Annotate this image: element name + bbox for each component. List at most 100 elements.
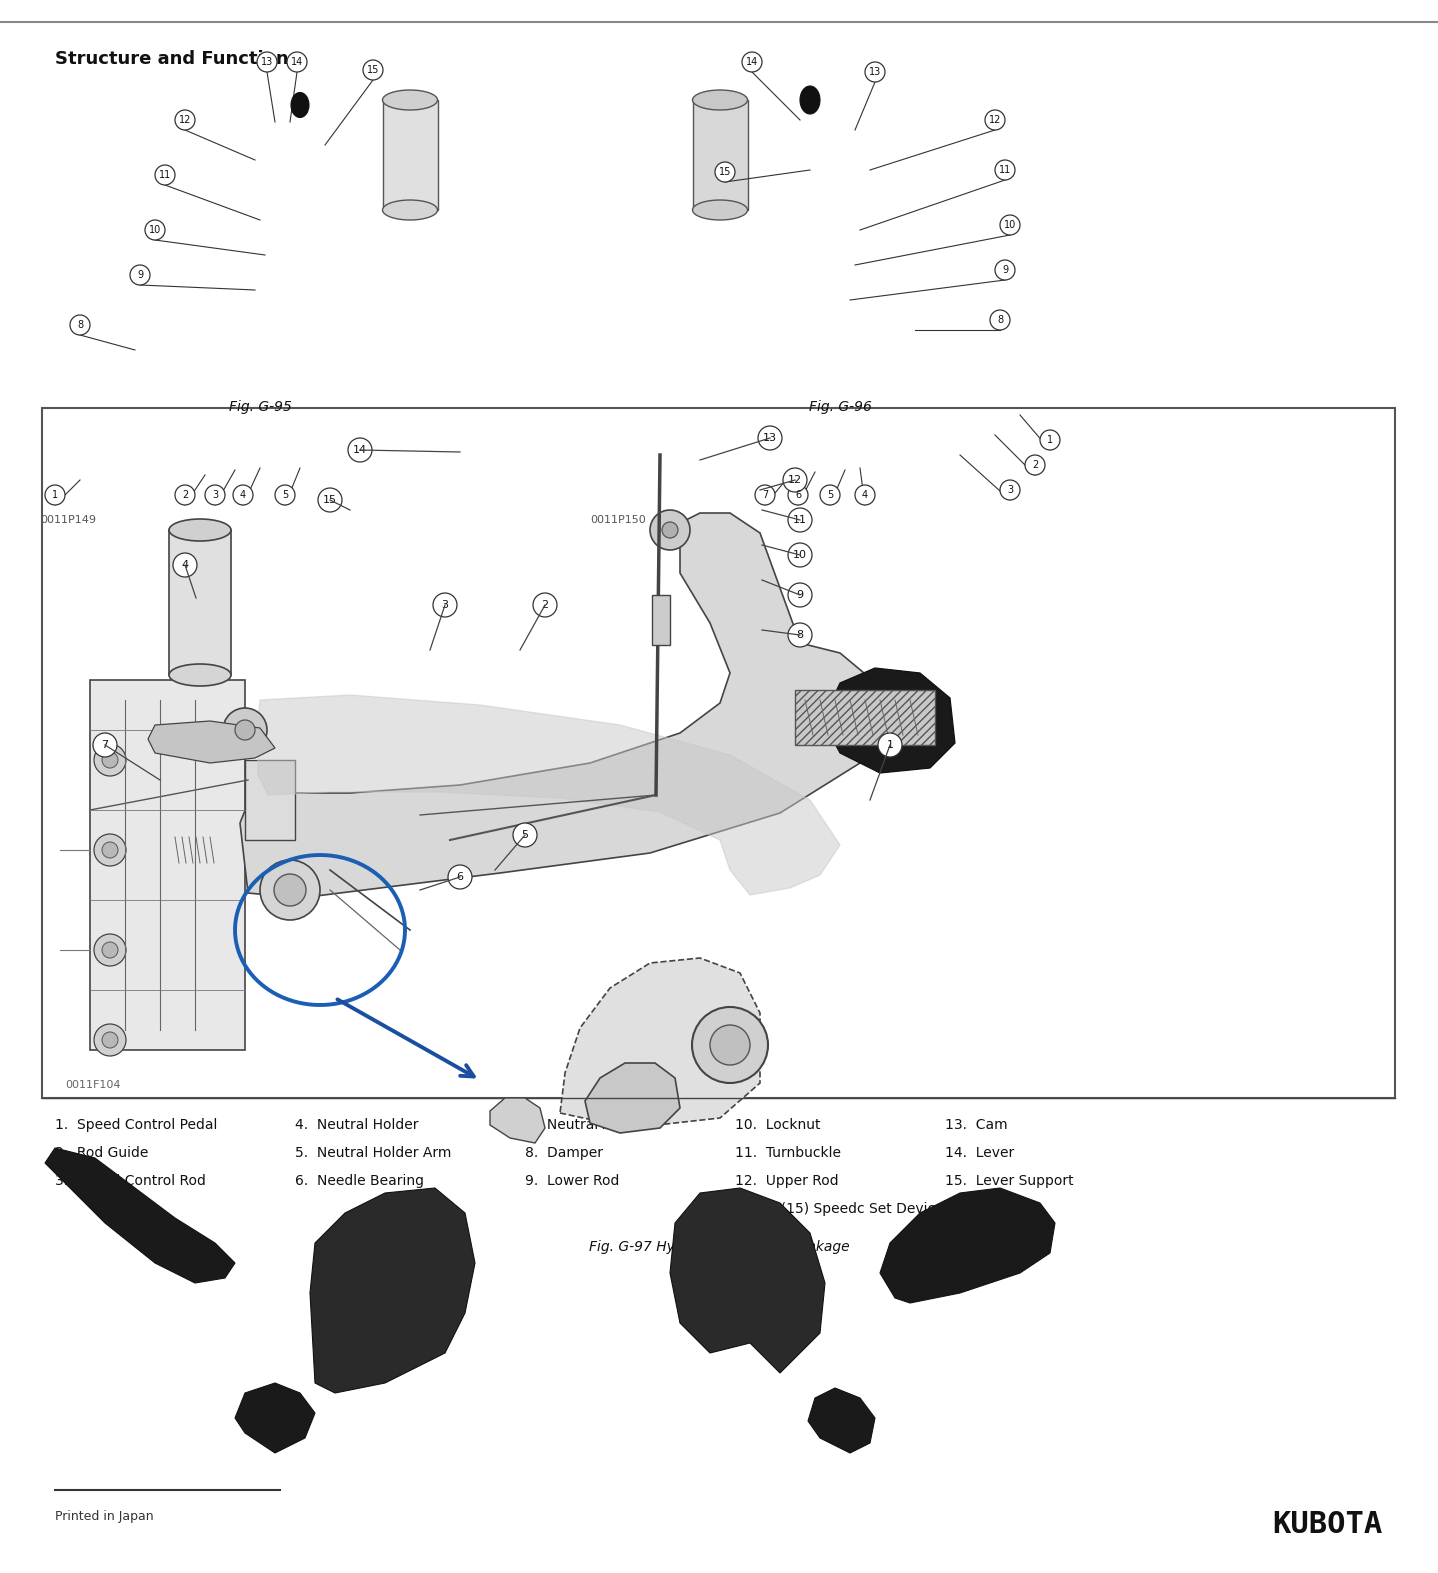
Circle shape <box>715 162 735 182</box>
FancyBboxPatch shape <box>42 407 1395 1098</box>
Circle shape <box>362 60 383 80</box>
Circle shape <box>758 426 782 450</box>
Circle shape <box>173 554 197 577</box>
Circle shape <box>257 52 278 72</box>
Text: 3: 3 <box>211 491 219 500</box>
Circle shape <box>995 160 1015 179</box>
Circle shape <box>692 1007 768 1082</box>
Circle shape <box>348 437 372 462</box>
Circle shape <box>275 484 295 505</box>
Circle shape <box>102 842 118 857</box>
Text: 13: 13 <box>869 68 881 77</box>
Polygon shape <box>880 1188 1055 1302</box>
Text: 10: 10 <box>150 225 161 234</box>
Text: 9: 9 <box>137 271 142 280</box>
Text: 5: 5 <box>522 831 529 840</box>
Text: 11: 11 <box>158 170 171 179</box>
Text: 0011P150: 0011P150 <box>590 514 646 525</box>
Circle shape <box>233 484 253 505</box>
Circle shape <box>45 484 65 505</box>
Ellipse shape <box>170 519 232 541</box>
Circle shape <box>93 733 116 757</box>
Text: 10: 10 <box>1004 220 1017 230</box>
Circle shape <box>820 484 840 505</box>
Text: 7: 7 <box>762 491 768 500</box>
Text: 9: 9 <box>1002 264 1008 275</box>
Text: 1: 1 <box>886 739 893 750</box>
Ellipse shape <box>383 200 437 220</box>
Circle shape <box>788 584 812 607</box>
Text: 4: 4 <box>861 491 869 500</box>
Text: 8: 8 <box>997 315 1004 326</box>
Circle shape <box>288 52 306 72</box>
FancyBboxPatch shape <box>693 101 748 211</box>
Circle shape <box>999 216 1020 234</box>
FancyBboxPatch shape <box>795 691 935 746</box>
Text: 12: 12 <box>989 115 1001 124</box>
Text: 15: 15 <box>324 495 336 505</box>
Text: 5: 5 <box>827 491 833 500</box>
Polygon shape <box>240 513 880 898</box>
Circle shape <box>995 260 1015 280</box>
Ellipse shape <box>383 90 437 110</box>
Text: 0011P149: 0011P149 <box>40 514 96 525</box>
Circle shape <box>788 508 812 532</box>
Circle shape <box>989 310 1009 330</box>
Circle shape <box>788 623 812 647</box>
Text: Structure and Function: Structure and Function <box>55 50 289 68</box>
FancyBboxPatch shape <box>244 760 295 840</box>
Text: 10.  Locknut: 10. Locknut <box>735 1118 821 1133</box>
Polygon shape <box>234 1383 315 1453</box>
Text: 13: 13 <box>764 433 777 444</box>
Circle shape <box>433 593 457 617</box>
Text: 7.  Neutral Adjuster: 7. Neutral Adjuster <box>525 1118 660 1133</box>
Circle shape <box>788 543 812 566</box>
Text: 2: 2 <box>1032 459 1038 470</box>
Polygon shape <box>45 1148 234 1284</box>
Text: 14: 14 <box>746 57 758 68</box>
Text: KUBOTA: KUBOTA <box>1273 1510 1383 1538</box>
Circle shape <box>650 510 690 551</box>
Polygon shape <box>311 1188 475 1394</box>
Text: 15: 15 <box>719 167 731 178</box>
Circle shape <box>879 733 902 757</box>
Text: 14: 14 <box>290 57 303 68</box>
Circle shape <box>533 593 557 617</box>
Circle shape <box>175 484 196 505</box>
Circle shape <box>145 220 165 241</box>
Circle shape <box>93 934 127 966</box>
Text: 1: 1 <box>1047 436 1053 445</box>
Polygon shape <box>808 1387 874 1453</box>
Polygon shape <box>825 669 955 772</box>
Circle shape <box>93 1024 127 1055</box>
Text: 14: 14 <box>352 445 367 455</box>
Circle shape <box>175 110 196 131</box>
Text: 12: 12 <box>178 115 191 124</box>
Text: [(9) − (15) Speedc Set Device]: [(9) − (15) Speedc Set Device] <box>735 1202 949 1216</box>
Circle shape <box>260 860 321 920</box>
Circle shape <box>985 110 1005 131</box>
Text: 6: 6 <box>795 491 801 500</box>
Ellipse shape <box>170 664 232 686</box>
Text: 3: 3 <box>1007 484 1012 495</box>
FancyBboxPatch shape <box>651 595 670 645</box>
Text: 13.  Cam: 13. Cam <box>945 1118 1008 1133</box>
Ellipse shape <box>693 200 748 220</box>
Text: 9.  Lower Rod: 9. Lower Rod <box>525 1173 620 1188</box>
Circle shape <box>742 52 762 72</box>
Circle shape <box>999 480 1020 500</box>
Circle shape <box>1040 429 1060 450</box>
Text: 2.  Rod Guide: 2. Rod Guide <box>55 1147 148 1159</box>
Polygon shape <box>257 695 840 895</box>
Text: 1.  Speed Control Pedal: 1. Speed Control Pedal <box>55 1118 217 1133</box>
FancyBboxPatch shape <box>383 101 439 211</box>
Ellipse shape <box>800 87 820 113</box>
Polygon shape <box>559 958 761 1128</box>
Text: 8.  Damper: 8. Damper <box>525 1147 603 1159</box>
Text: 3: 3 <box>441 599 449 610</box>
Text: 14.  Lever: 14. Lever <box>945 1147 1014 1159</box>
Text: 6.  Needle Bearing: 6. Needle Bearing <box>295 1173 424 1188</box>
Circle shape <box>102 752 118 768</box>
Text: 11: 11 <box>792 514 807 525</box>
Text: 2: 2 <box>542 599 548 610</box>
